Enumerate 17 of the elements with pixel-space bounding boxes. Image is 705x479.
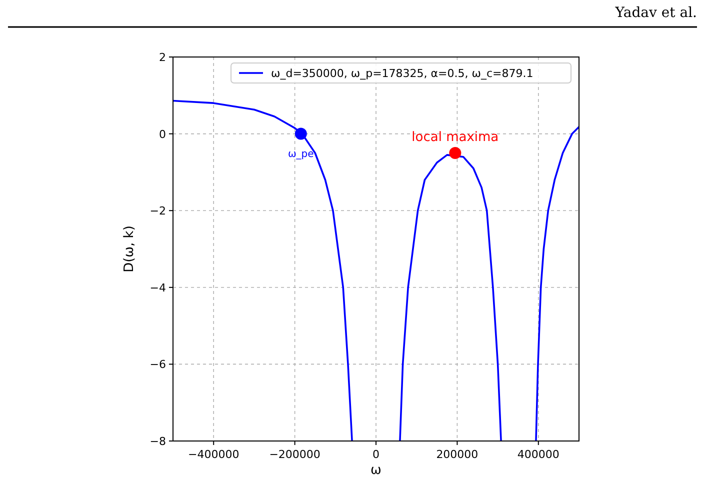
annotation: local maxima (412, 130, 499, 145)
y-tick-label: −2 (150, 204, 166, 218)
x-tick-label: 200000 (436, 448, 478, 461)
y-tick-label: −4 (150, 281, 166, 294)
legend-label: ω_d=350000, ω_p=178325, α=0.5, ω_c=879.1 (271, 67, 534, 80)
y-tick-label: −8 (150, 435, 166, 448)
x-tick-label: −400000 (188, 448, 240, 461)
y-tick-label: 2 (159, 51, 166, 64)
x-tick-label: −200000 (269, 448, 320, 461)
text: Yadav et al. (614, 5, 697, 21)
y-axis-title: D(ω, k) (122, 226, 137, 272)
x-axis-title: ω (370, 463, 382, 478)
x-tick-label: 400000 (517, 448, 560, 461)
x-tick-label: 0 (372, 448, 380, 461)
y-tick-label: −6 (150, 358, 166, 372)
y-tick-label: 0 (159, 128, 166, 141)
annotation: ω_pe (288, 148, 314, 160)
